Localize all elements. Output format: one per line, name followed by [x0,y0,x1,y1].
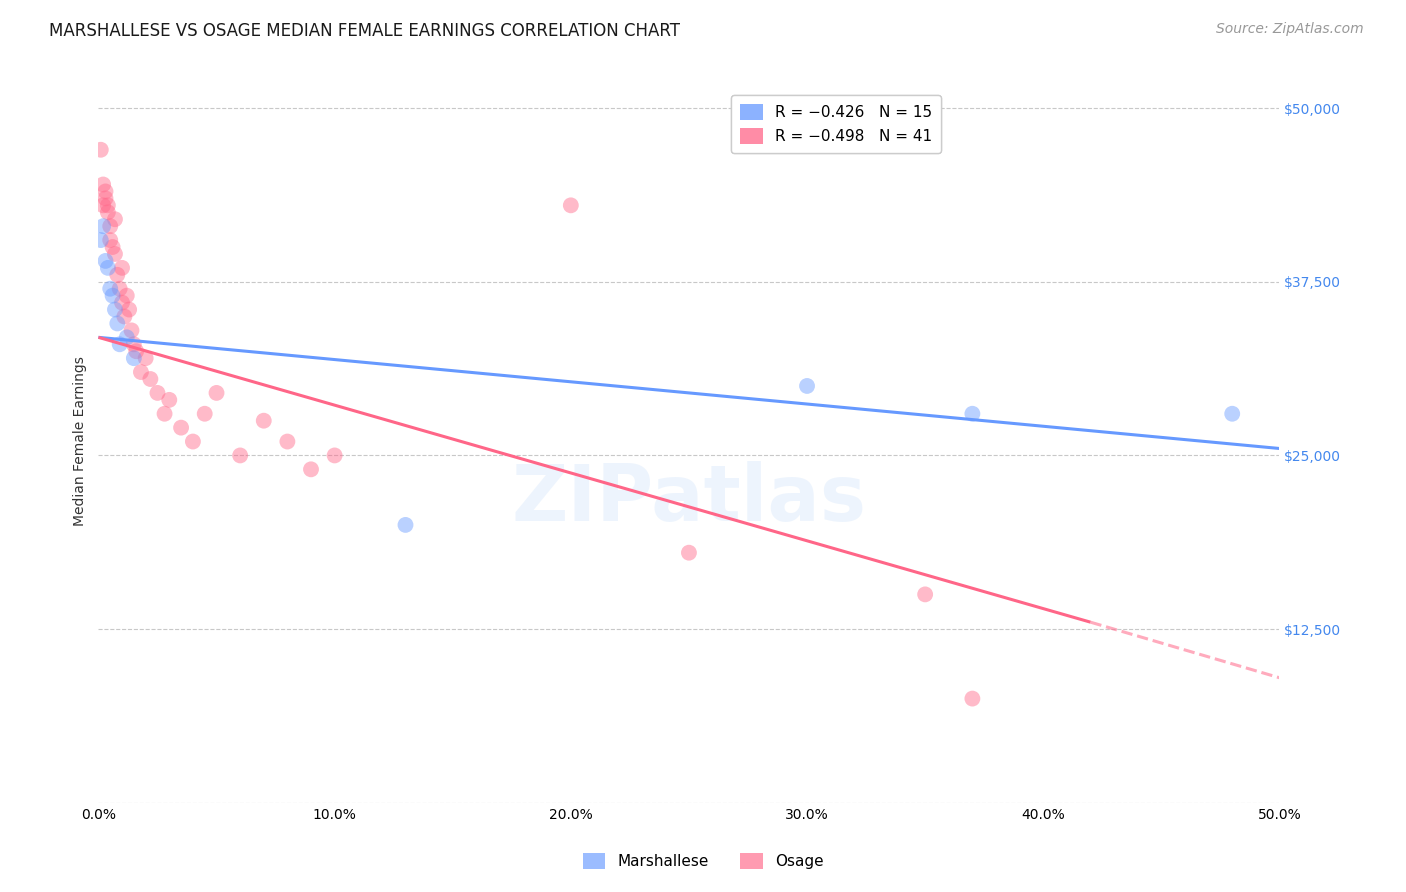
Point [101,288,124,302]
Point [796,379,818,393]
Point [170,420,193,434]
Point [104,247,127,261]
Point [104,302,127,317]
Point [101,240,124,254]
Point [105,268,128,282]
Point [323,449,346,463]
Point [105,317,128,331]
Text: MARSHALLESE VS OSAGE MEDIAN FEMALE EARNINGS CORRELATION CHART: MARSHALLESE VS OSAGE MEDIAN FEMALE EARNI… [49,22,681,40]
Point [299,462,322,476]
Point [205,385,228,400]
Point [97,260,120,275]
Text: Source: ZipAtlas.com: Source: ZipAtlas.com [1216,22,1364,37]
Point [94,253,117,268]
Point [91,219,114,234]
Legend: Marshallese, Osage: Marshallese, Osage [576,847,830,875]
Point [98,219,121,234]
Point [98,282,121,296]
Point [118,302,141,317]
Point [122,351,145,366]
Point [914,587,936,601]
Point [108,337,131,351]
Point [115,288,138,302]
Y-axis label: Median Female Earnings: Median Female Earnings [73,357,87,526]
Point [1220,407,1243,421]
Point [94,185,117,199]
Point [560,198,582,212]
Point [194,407,217,421]
Point [678,546,700,560]
Point [108,282,131,296]
Point [229,449,252,463]
Point [135,351,157,366]
Point [91,198,114,212]
Point [253,414,276,428]
Point [91,178,114,192]
Point [111,260,134,275]
Point [394,517,416,532]
Point [98,233,121,247]
Point [97,198,120,212]
Point [122,337,145,351]
Point [121,323,143,337]
Text: ZIPatlas: ZIPatlas [512,461,866,537]
Point [181,434,204,449]
Point [157,392,180,407]
Point [104,212,127,227]
Legend: R = −0.426   N = 15, R = −0.498   N = 41: R = −0.426 N = 15, R = −0.498 N = 41 [731,95,941,153]
Point [962,407,984,421]
Point [90,143,112,157]
Point [112,310,135,324]
Point [146,385,169,400]
Point [125,344,148,359]
Point [94,191,117,205]
Point [129,365,152,379]
Point [90,233,112,247]
Point [111,295,134,310]
Point [962,691,984,706]
Point [115,330,138,344]
Point [276,434,298,449]
Point [97,205,120,219]
Point [153,407,176,421]
Point [139,372,162,386]
